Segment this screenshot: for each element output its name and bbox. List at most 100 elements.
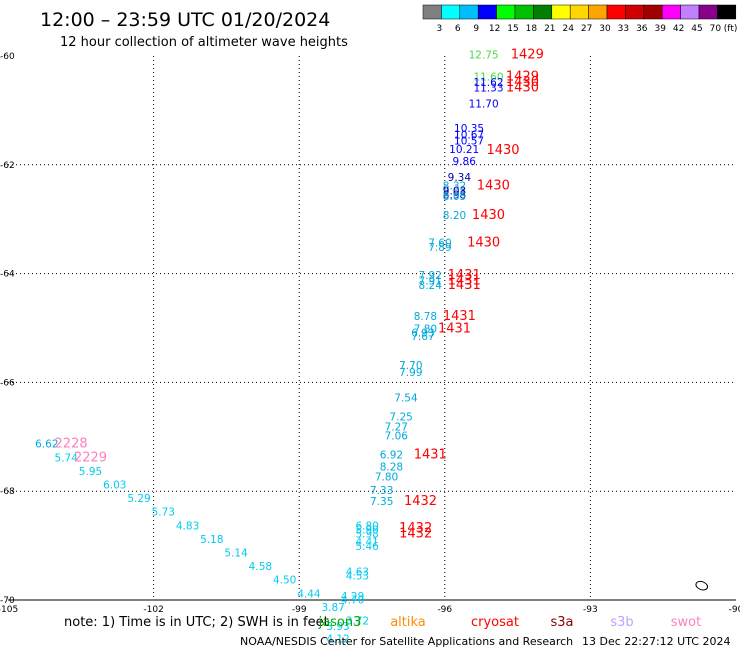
color-legend: 3 6 9 12 15 18 21 24 27 30 33 36 39 42 45 70 (ft): [422, 4, 737, 34]
lat-tick-label: -68: [0, 487, 15, 497]
time-label: 1429: [506, 69, 539, 84]
lon-tick-label: -102: [143, 605, 163, 615]
legend-swatch: [643, 4, 663, 20]
swh-label: 6.93: [411, 328, 434, 340]
lon-tick-label: -105: [0, 605, 18, 615]
lon-tick-label: -99: [292, 605, 307, 615]
swh-label: 7.06: [385, 431, 409, 443]
swh-label: 7.67: [411, 331, 434, 343]
mission-cryosat: cryosat: [471, 615, 519, 630]
swh-label: 5.46: [355, 541, 379, 553]
legend-swatch: [422, 4, 442, 20]
swh-label: 4.29: [341, 591, 364, 603]
swh-label: 6.03: [103, 479, 126, 491]
swh-label: 7.33: [370, 485, 393, 497]
legend-label: 30: [599, 24, 611, 34]
legend-swatch: [625, 4, 645, 20]
legend-label: 12: [489, 24, 500, 34]
time-label: 2229: [74, 450, 107, 465]
swh-label: 7.92: [419, 270, 442, 282]
swh-label: 8.05: [443, 191, 466, 203]
swh-label: 5.73: [152, 507, 175, 519]
time-label: 1430: [477, 178, 510, 193]
time-label: 1431: [414, 448, 447, 463]
mission-swot: swot: [671, 615, 701, 630]
legend-swatch: [606, 4, 626, 20]
swh-label: 3.93: [326, 621, 349, 633]
legend-swatch: [717, 4, 737, 20]
swh-label: 4.70: [341, 594, 364, 606]
time-label: 1430: [467, 235, 500, 250]
swh-label: 5.98: [355, 528, 378, 540]
swh-label: 9.34: [448, 172, 472, 184]
legend-swatch: [514, 4, 534, 20]
legend-label: 45: [691, 24, 702, 34]
swh-label: 10.67: [454, 130, 484, 142]
swh-label: 4.58: [249, 561, 272, 573]
time-labels: 1429142914301430143014301430143014311431…: [55, 48, 544, 542]
swh-label: 4.63: [346, 567, 369, 579]
lat-tick-label: -70: [0, 596, 15, 606]
legend-swatch: [477, 4, 497, 20]
swh-label: 8.32: [443, 180, 466, 192]
swh-label: 4.12: [326, 633, 349, 645]
swh-label: 11.33: [473, 82, 503, 94]
legend-label: 70: [710, 24, 722, 34]
swh-label: 3.72: [346, 615, 369, 627]
legend-swatch: [441, 4, 461, 20]
mission-legend: jason3 altika cryosat s3a s3b swot: [318, 615, 702, 630]
swh-label: 7.99: [399, 367, 422, 379]
swh-label: 10.57: [454, 136, 484, 148]
time-label: 1430: [506, 80, 539, 95]
swh-label: 5.95: [79, 466, 102, 478]
axis-ticks: -105 -102 -99 -96 -93 -90 -60 -62 -64 -66 -68 -70: [0, 52, 740, 615]
swh-label: 7.80: [375, 471, 398, 483]
lat-tick-label: -60: [0, 52, 15, 62]
legend-swatch: [661, 4, 681, 20]
swh-label: 7.91: [419, 275, 442, 287]
swh-label: 7.54: [394, 392, 418, 404]
swh-label: 4.83: [176, 520, 199, 532]
swh-label: 5.90: [355, 525, 378, 537]
time-label: 1429: [511, 48, 544, 63]
legend-label: 9: [473, 24, 479, 34]
legend-swatch: [588, 4, 608, 20]
map-subtitle: 12 hour collection of altimeter wave hei…: [60, 35, 348, 50]
legend-swatch: [569, 4, 589, 20]
swh-label: 4.50: [273, 575, 296, 587]
swh-label: 5.18: [200, 534, 223, 546]
footer-note: note: 1) Time is in UTC; 2) SWH is in fe…: [64, 615, 329, 630]
swh-label: 11.70: [469, 99, 499, 111]
legend-label: 15: [507, 24, 518, 34]
lon-tick-label: -93: [583, 605, 598, 615]
swh-label: 4.53: [346, 570, 369, 582]
legend-label: 21: [544, 24, 555, 34]
time-label: 1432: [399, 526, 432, 541]
legend-swatch: [533, 4, 553, 20]
header: 12:00 – 23:59 UTC 01/20/2024 12 hour col…: [40, 9, 348, 50]
time-label: 1431: [448, 278, 481, 293]
legend-label: 39: [654, 24, 666, 34]
legend-label: 24: [562, 24, 574, 34]
swh-label: 7.70: [399, 360, 422, 372]
graticule: [8, 56, 736, 600]
legend-label: 27: [581, 24, 592, 34]
swh-label: 9.03: [443, 186, 466, 198]
legend-swatch: [496, 4, 516, 20]
time-label: 1431: [443, 309, 476, 324]
legend-label: 3: [437, 24, 443, 34]
swh-label: 7.60: [428, 237, 451, 249]
land-outlines: [695, 580, 709, 591]
mission-s3b: s3b: [610, 615, 633, 630]
time-label: 1432: [404, 494, 437, 509]
lat-tick-label: -62: [0, 161, 15, 171]
legend-swatch: [698, 4, 718, 20]
swh-label: 8.20: [443, 210, 466, 222]
swh-label: 6.62: [35, 439, 58, 451]
swh-label: 10.21: [449, 144, 479, 156]
legend-swatch: [459, 4, 479, 20]
swh-label: 8.24: [419, 280, 443, 292]
footer-credit: NOAA/NESDIS Center for Satellite Applica…: [240, 635, 573, 648]
swh-label: 9.86: [453, 156, 477, 168]
